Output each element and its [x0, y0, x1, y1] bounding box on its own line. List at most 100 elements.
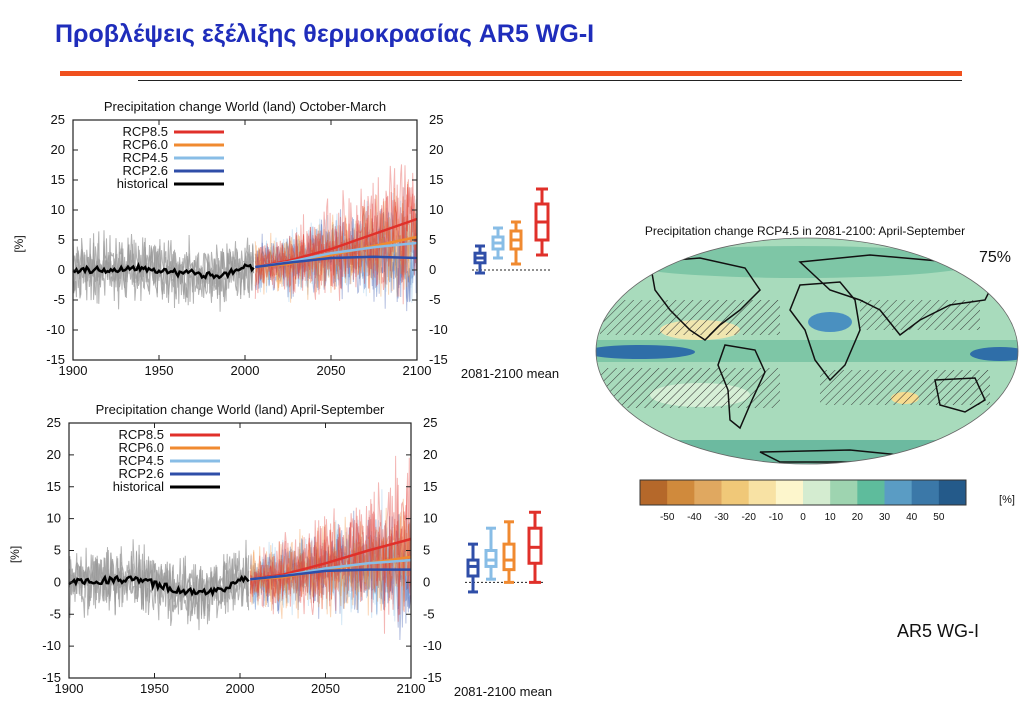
continent-outline [934, 377, 986, 413]
scenario-spread-rcp26 [254, 209, 418, 302]
legend-label: historical [113, 479, 164, 494]
x-tick-label: 1900 [55, 681, 84, 696]
colorbar-bin [938, 480, 967, 505]
colorbar-tick-label: 50 [933, 512, 945, 523]
series-line-rcp26 [250, 568, 411, 581]
x-tick-label: 2000 [226, 681, 255, 696]
colorbar-bin [803, 480, 831, 505]
colorbar-bin [857, 480, 885, 505]
colorbar-frame [639, 479, 967, 506]
y-tick-label-left: 5 [54, 543, 61, 558]
y-tick-label-right: -5 [423, 606, 435, 621]
legend-label: RCP8.5 [118, 427, 164, 442]
colorbar-unit: [%] [999, 494, 1015, 506]
box-iqr [484, 549, 498, 568]
scenario-spread-rcp85 [249, 472, 412, 616]
colorbar-tick-label: -10 [769, 512, 784, 523]
colorbar-bin [911, 480, 940, 505]
y-axis-label: [%] [8, 546, 22, 563]
y-tick-label-right: -10 [429, 322, 448, 337]
map-border [595, 237, 1019, 465]
y-tick-label-right: 0 [429, 262, 436, 277]
x-tick-label: 2100 [397, 681, 426, 696]
y-tick-label-left: -5 [53, 292, 65, 307]
colorbar-tick-label: 0 [800, 512, 806, 523]
legend-label: historical [117, 176, 168, 191]
colorbar-tick-label: 20 [852, 512, 864, 523]
legend-label: RCP8.5 [122, 124, 168, 139]
scenario-spread-rcp85 [249, 455, 412, 634]
x-tick-label: 2000 [231, 363, 260, 378]
colorbar-bin [694, 480, 722, 505]
scenario-spread-rcp45 [249, 489, 412, 622]
colorbar-tick-label: -40 [687, 512, 702, 523]
hatched-region [820, 370, 990, 405]
scenario-spread-rcp26 [254, 208, 418, 312]
y-tick-label-right: -5 [429, 292, 441, 307]
y-tick-label-left: 10 [51, 202, 65, 217]
colorbar-tick-label: -50 [660, 512, 675, 523]
scenario-spread-rcp45 [254, 187, 418, 297]
scenario-spread-rcp45 [254, 208, 418, 303]
legend-label: RCP6.0 [118, 440, 164, 455]
pacific-wet-patch-east [970, 347, 1018, 361]
tropical-band [596, 340, 1018, 362]
series-line-historical [72, 261, 255, 280]
box-iqr [502, 542, 516, 572]
y-tick-label-left: -10 [42, 638, 61, 653]
chart-title: Precipitation change World (land) April-… [96, 402, 385, 417]
continent-outline [649, 257, 761, 341]
legend-label: RCP2.6 [118, 466, 164, 481]
chart-title: Precipitation change World (land) Octobe… [104, 99, 386, 114]
x-tick-label: 1950 [140, 681, 169, 696]
y-tick-label-right: 15 [429, 172, 443, 187]
y-tick-label-left: 15 [51, 172, 65, 187]
y-tick-label-left: 5 [58, 232, 65, 247]
series-line-rcp26 [255, 255, 418, 269]
y-tick-label-right: 15 [423, 479, 437, 494]
continent-outline [789, 281, 861, 382]
scenario-spread-rcp60 [249, 510, 412, 618]
box-iqr [466, 558, 480, 578]
legend-label: RCP6.0 [122, 137, 168, 152]
colorbar-bin [775, 480, 804, 505]
y-tick-label-left: 0 [54, 574, 61, 589]
y-tick-label-right: 25 [423, 415, 437, 430]
period-mean-label: 2081-2100 mean [454, 684, 552, 699]
colorbar-bin [830, 480, 858, 505]
colorbar-tick-label: -30 [714, 512, 729, 523]
x-tick-label: 1950 [145, 363, 174, 378]
legend-label: RCP4.5 [118, 453, 164, 468]
y-tick-label-left: 0 [58, 262, 65, 277]
y-tick-label-left: 20 [47, 447, 61, 462]
y-tick-label-right: -15 [423, 670, 442, 685]
y-tick-label-left: 20 [51, 142, 65, 157]
pacific-wet-patch [596, 345, 695, 359]
historical-spread [68, 539, 250, 622]
scenario-spread-rcp26 [249, 513, 412, 624]
y-tick-label-right: 10 [429, 202, 443, 217]
scenario-spread-rcp60 [254, 191, 418, 293]
colorbar-bin [640, 480, 668, 505]
colorbar-bin [721, 480, 750, 505]
hatched-region [860, 300, 980, 330]
sahel-wet-patch [808, 312, 852, 332]
colorbar-tick-label: 40 [906, 512, 918, 523]
historical-spread [68, 547, 250, 631]
map-body [596, 238, 1018, 464]
scenario-spread-rcp85 [249, 482, 412, 622]
colorbar-bin [667, 480, 695, 505]
historical-spread [72, 231, 255, 312]
y-tick-label-right: 0 [423, 574, 430, 589]
x-tick-label: 2100 [403, 363, 432, 378]
continent-outline [717, 344, 766, 430]
y-tick-label-right: -15 [429, 352, 448, 367]
legend-label: RCP2.6 [122, 163, 168, 178]
y-tick-label-right: 10 [423, 511, 437, 526]
x-tick-label: 2050 [311, 681, 340, 696]
x-tick-label: 1900 [59, 363, 88, 378]
y-tick-label-left: 10 [47, 511, 61, 526]
x-tick-label: 2050 [317, 363, 346, 378]
